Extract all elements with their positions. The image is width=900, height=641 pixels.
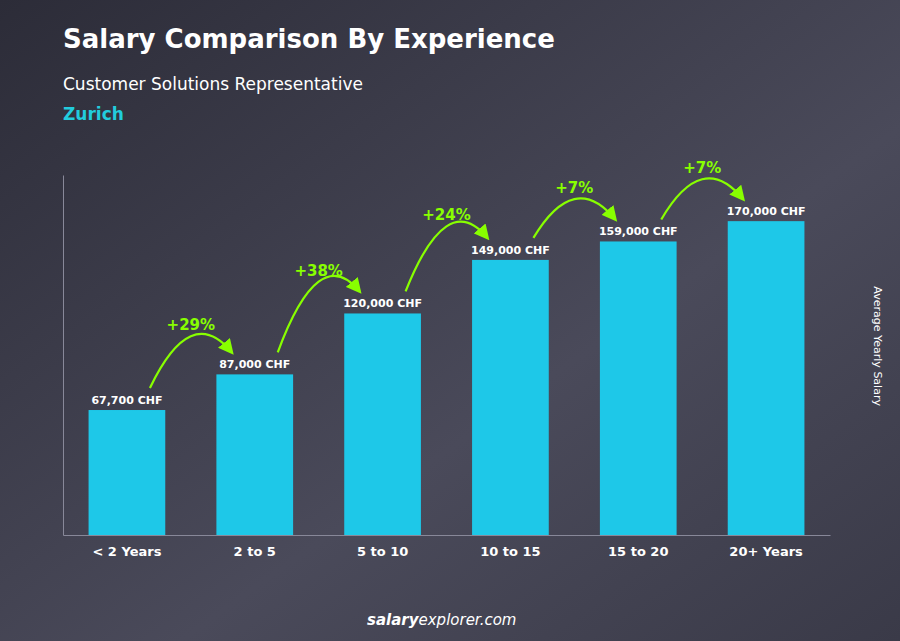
x-tick: 10 to 15: [480, 544, 540, 559]
x-tick: 5 to 10: [357, 544, 408, 559]
x-tick-label: 15 to 20: [608, 544, 668, 559]
data-label: 67,700 CHF: [91, 394, 162, 407]
annotation-arrow: [278, 276, 360, 352]
annotation-arrow: [533, 198, 615, 238]
data-label: 87,000 CHF: [219, 358, 290, 371]
bar: [728, 221, 805, 535]
x-tick: 15 to 20: [608, 544, 668, 559]
chart-svg: Salary Comparison By Experience Customer …: [0, 0, 900, 641]
watermark-bold: salary: [367, 611, 420, 629]
y-axis-line: [63, 176, 64, 536]
data-labels: 67,700 CHF 87,000 CHF 120,000 CHF 149,000 C…: [91, 205, 805, 407]
annotation-text: +29%: [167, 316, 215, 334]
x-tick: < 2 Years: [92, 544, 161, 559]
data-label: 159,000 CHF: [599, 225, 678, 238]
data-label: 170,000 CHF: [727, 205, 806, 218]
bar: [472, 260, 549, 535]
x-tick-label: 5 to 10: [357, 544, 408, 559]
bars: [89, 221, 805, 535]
data-label: 149,000 CHF: [471, 244, 550, 257]
data-label: 120,000 CHF: [343, 297, 422, 310]
annotation-text: +7%: [683, 159, 721, 177]
city: Zurich: [63, 104, 124, 124]
x-tick: 2 to 5: [234, 544, 276, 559]
x-axis-line: [64, 535, 831, 536]
x-tick-label: 20+ Years: [729, 544, 803, 559]
y-label: Average Yearly Salary: [871, 286, 884, 406]
background: [0, 0, 900, 641]
annotation-text: +38%: [294, 262, 342, 280]
x-tick-label: 2 to 5: [234, 544, 276, 559]
title: Salary Comparison By Experience: [63, 24, 555, 54]
bar: [89, 410, 166, 535]
x-tick-label: < 2 Years: [92, 544, 161, 559]
annotation-text: +24%: [422, 206, 470, 224]
bar: [216, 374, 293, 535]
y-axis: [63, 176, 64, 536]
annotation-arrow: [406, 222, 488, 292]
annotations: +29% +38% +24% +7% +7%: [150, 159, 743, 388]
bar: [344, 313, 421, 535]
annotation-arrow: [661, 178, 743, 219]
x-tick: 20+ Years: [729, 544, 803, 559]
annotation-arrow: [150, 334, 232, 388]
subtitle: Customer Solutions Representative: [63, 74, 363, 94]
x-axis: < 2 Years 2 to 5 5 to 10 10 to 15 15 to 20 20…: [64, 536, 831, 560]
annotation-text: +7%: [555, 179, 593, 197]
x-tick-label: 10 to 15: [480, 544, 540, 559]
watermark-rest: explorer.com: [419, 611, 517, 629]
bar: [600, 241, 677, 535]
